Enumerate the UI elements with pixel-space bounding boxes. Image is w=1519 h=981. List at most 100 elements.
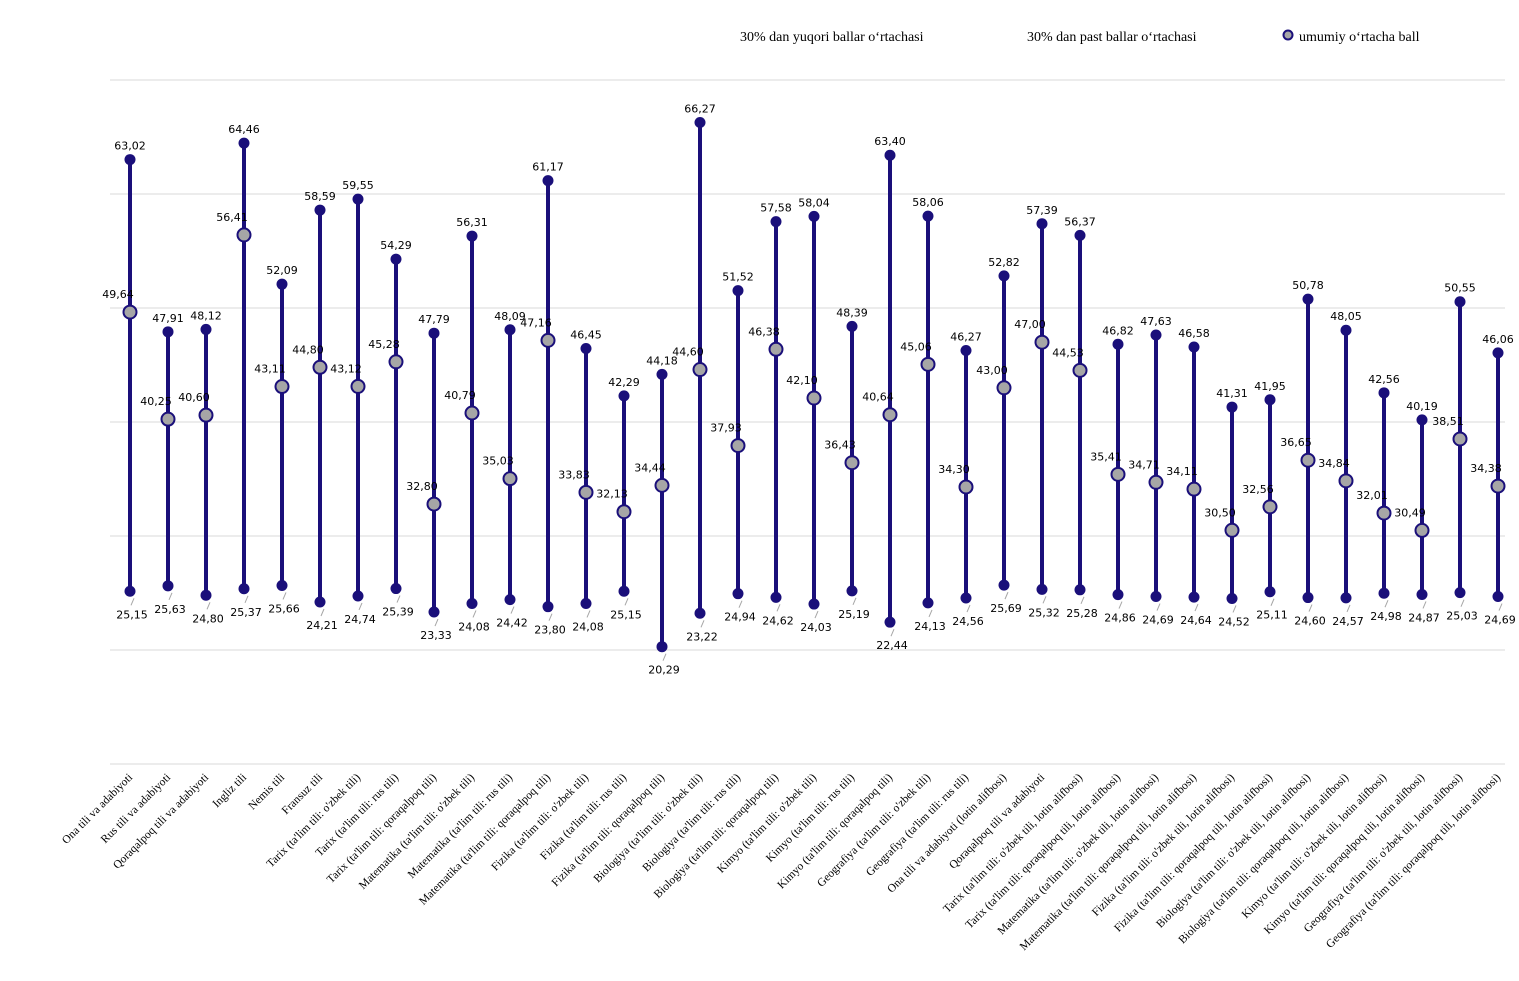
- high-point: [1492, 347, 1504, 359]
- low-point: [276, 579, 288, 591]
- low-value-label: 24,08: [572, 620, 604, 633]
- high-value-label: 46,82: [1102, 324, 1134, 337]
- avg-value-label: 35,03: [482, 455, 514, 468]
- high-value-label: 56,37: [1064, 215, 1096, 228]
- avg-point: [1186, 481, 1202, 497]
- high-value-label: 47,63: [1140, 315, 1172, 328]
- high-point: [1226, 401, 1238, 413]
- low-point: [390, 583, 402, 595]
- low-leader-line: [1308, 604, 1313, 612]
- low-value-label: 22,44: [876, 639, 908, 652]
- avg-value-label: 42,10: [786, 374, 818, 387]
- low-leader-line: [396, 595, 401, 603]
- avg-value-label: 56,41: [216, 211, 248, 224]
- high-point: [238, 137, 250, 149]
- low-value-label: 24,60: [1294, 615, 1326, 628]
- avg-value-label: 46,38: [748, 325, 780, 338]
- high-value-label: 56,31: [456, 216, 488, 229]
- low-point: [960, 592, 972, 604]
- avg-value-label: 40,60: [178, 391, 210, 404]
- avg-value-label: 40,25: [140, 395, 172, 408]
- high-value-label: 61,17: [532, 161, 564, 174]
- high-point: [276, 278, 288, 290]
- low-value-label: 25,11: [1256, 609, 1288, 622]
- low-leader-line: [776, 604, 781, 612]
- high-point: [1074, 229, 1086, 241]
- low-value-label: 24,52: [1218, 615, 1250, 628]
- category-label: Fizika (ta'lim tili: o'zbek tili, lotin …: [1090, 772, 1237, 919]
- category-label: Tarix (ta'lim tili: o'zbek tili, lotin a…: [941, 772, 1085, 916]
- low-value-label: 25,69: [990, 602, 1022, 615]
- high-value-label: 58,59: [304, 190, 336, 203]
- low-value-label: 25,63: [154, 603, 186, 616]
- gridlines: [110, 79, 1505, 765]
- high-value-label: 54,29: [380, 239, 412, 252]
- avg-point: [1110, 466, 1126, 482]
- high-point: [1112, 338, 1124, 350]
- legend-marker-avg: [1282, 29, 1294, 41]
- avg-value-label: 37,93: [710, 422, 742, 435]
- low-leader-line: [1080, 596, 1085, 605]
- high-point: [466, 230, 478, 242]
- low-value-label: 24,80: [192, 612, 224, 625]
- low-value-label: 25,37: [230, 606, 262, 619]
- avg-point: [730, 438, 746, 454]
- high-point: [656, 368, 668, 380]
- low-point: [922, 597, 934, 609]
- avg-point: [1072, 362, 1088, 378]
- category-label: Rus tili va adabiyoti: [99, 772, 173, 846]
- low-value-label: 23,22: [686, 630, 718, 643]
- low-value-label: 24,64: [1180, 614, 1212, 627]
- high-point: [1454, 296, 1466, 308]
- avg-point: [1262, 499, 1278, 515]
- low-value-label: 25,19: [838, 608, 870, 621]
- high-point: [314, 204, 326, 216]
- avg-point: [1452, 431, 1468, 447]
- high-value-label: 58,06: [912, 196, 944, 209]
- avg-value-label: 32,13: [596, 488, 628, 501]
- high-value-label: 50,78: [1292, 279, 1324, 292]
- high-value-label: 51,52: [722, 271, 754, 284]
- low-value-label: 24,03: [800, 621, 832, 634]
- avg-point: [236, 227, 252, 243]
- avg-point: [274, 379, 290, 395]
- high-value-label: 46,27: [950, 331, 982, 344]
- avg-point: [882, 407, 898, 423]
- low-value-label: 23,33: [420, 629, 452, 642]
- low-point: [1226, 592, 1238, 604]
- avg-value-label: 32,80: [406, 480, 438, 493]
- low-point: [808, 598, 820, 610]
- low-value-label: 24,86: [1104, 612, 1136, 625]
- low-leader-line: [244, 595, 249, 603]
- low-point: [1416, 588, 1428, 600]
- low-leader-line: [1232, 605, 1237, 613]
- high-value-label: 63,40: [874, 135, 906, 148]
- low-leader-line: [130, 598, 135, 606]
- low-point: [732, 588, 744, 600]
- avg-value-label: 30,49: [1394, 506, 1426, 519]
- low-leader-line: [510, 606, 515, 614]
- high-point: [618, 390, 630, 402]
- avg-value-label: 45,28: [368, 338, 400, 351]
- high-point: [1264, 394, 1276, 406]
- high-point: [162, 326, 174, 338]
- avg-value-label: 49,64: [102, 288, 134, 301]
- avg-value-label: 40,64: [862, 391, 894, 404]
- high-value-label: 48,39: [836, 306, 868, 319]
- low-value-label: 25,39: [382, 606, 414, 619]
- avg-point: [578, 484, 594, 500]
- low-leader-line: [1384, 600, 1389, 608]
- low-value-label: 25,28: [1066, 607, 1098, 620]
- high-point: [580, 342, 592, 354]
- avg-point: [844, 455, 860, 471]
- avg-point: [464, 405, 480, 421]
- low-leader-line: [1042, 596, 1047, 604]
- low-leader-line: [434, 618, 439, 627]
- high-point: [732, 285, 744, 297]
- high-value-label: 46,06: [1482, 333, 1514, 346]
- low-leader-line: [928, 609, 933, 618]
- low-leader-line: [814, 610, 819, 619]
- avg-point: [1148, 474, 1164, 490]
